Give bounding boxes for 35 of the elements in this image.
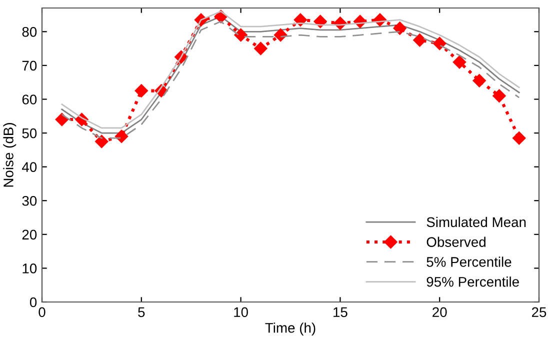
x-tick-label: 15	[334, 307, 348, 318]
point	[274, 28, 288, 42]
x-tick-label: 0	[38, 307, 46, 318]
y-tick-label: 60	[22, 94, 37, 104]
y-tick-label: 20	[22, 230, 37, 240]
legend-label: Observed	[426, 236, 486, 247]
x-tick-label: 10	[234, 307, 248, 318]
point	[472, 74, 486, 88]
y-tick-label: 0	[30, 297, 37, 308]
point	[393, 22, 406, 35]
y-tick-label: 70	[22, 60, 37, 71]
point	[512, 132, 526, 145]
y-tick-label: 40	[22, 162, 37, 172]
point	[492, 89, 506, 102]
x-tick-label: 25	[532, 307, 546, 318]
point	[433, 36, 446, 50]
y-tick-label: 50	[22, 128, 37, 138]
legend-label: 5% Percentile	[426, 256, 512, 267]
y-tick-label: 10	[22, 264, 37, 274]
point	[55, 112, 68, 126]
y-tick-label: 30	[22, 196, 37, 206]
x-tick-label: 20	[432, 307, 447, 318]
point	[452, 55, 466, 69]
y-axis-title: Noise (dB)	[3, 123, 16, 187]
point	[413, 34, 426, 47]
point	[134, 84, 148, 98]
point	[254, 42, 268, 56]
x-tick-label: 5	[138, 307, 145, 318]
x-axis-title: Time (h)	[265, 322, 316, 336]
point	[234, 28, 248, 42]
legend-label: 95% Percentile	[426, 276, 519, 287]
point	[114, 130, 128, 143]
point	[95, 134, 108, 148]
legend-label: Simulated Mean	[426, 216, 526, 228]
y-tick-label: 80	[22, 26, 37, 37]
